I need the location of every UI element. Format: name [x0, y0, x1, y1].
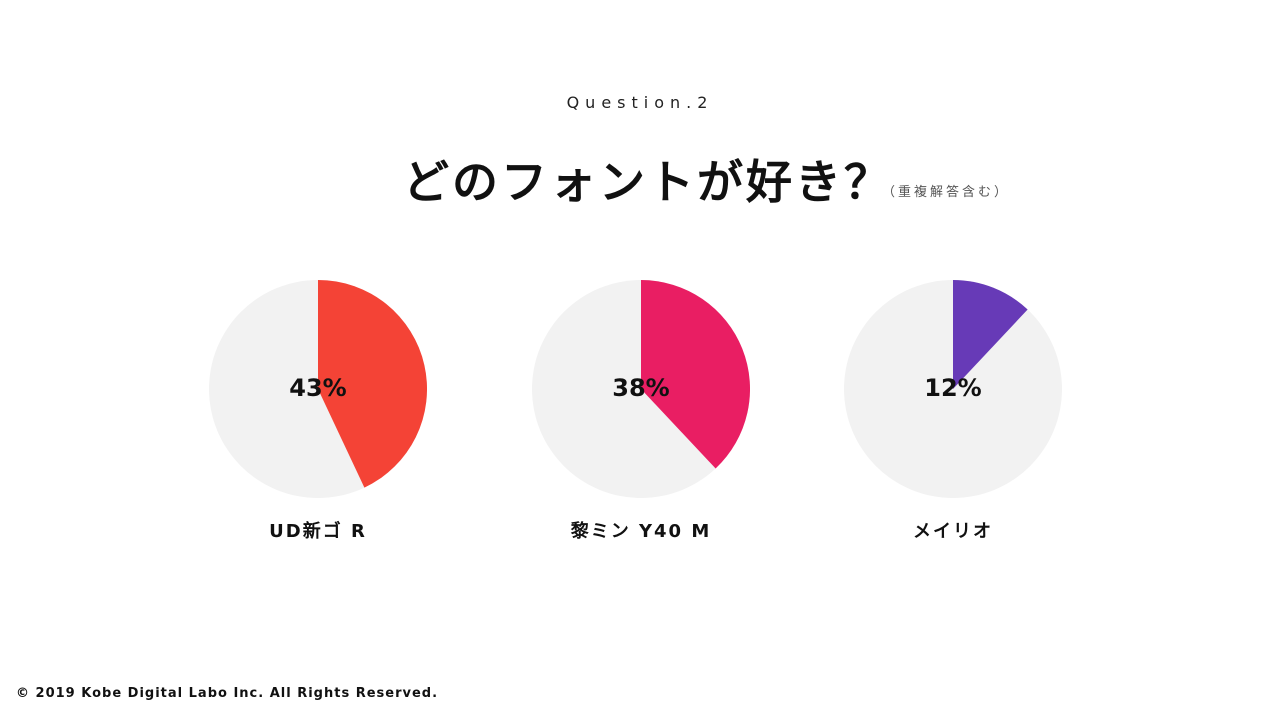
font-name-label: 黎ミン Y40 M: [570, 521, 712, 542]
pie-slice: [641, 280, 750, 469]
font-name-label: メイリオ: [913, 521, 993, 542]
page-title: どのフォントが好き？: [403, 155, 893, 209]
pie-slice: [953, 280, 1028, 389]
pie-chart-reimin: 38% 黎ミン Y40 M: [532, 280, 750, 542]
percentage-label: 43%: [289, 374, 347, 402]
percentage-label: 12%: [924, 374, 982, 402]
percentage-label: 38%: [612, 374, 670, 402]
question-label: Question.2: [566, 93, 714, 112]
font-name-label: UD新ゴ R: [269, 521, 367, 542]
pie-svg: [532, 280, 750, 498]
pie-svg: [844, 280, 1062, 498]
title-row: どのフォントが好き？ （重複解答含む）: [0, 146, 1280, 209]
pie-chart-ud-shingo: 43% UD新ゴ R: [209, 280, 427, 542]
pie-chart-meiryo: 12% メイリオ: [844, 280, 1062, 542]
pie-slice: [318, 280, 427, 488]
page-subtitle: （重複解答含む）: [882, 185, 1011, 200]
pie-svg: [209, 280, 427, 498]
copyright-footer: © 2019 Kobe Digital Labo Inc. All Rights…: [16, 686, 439, 701]
